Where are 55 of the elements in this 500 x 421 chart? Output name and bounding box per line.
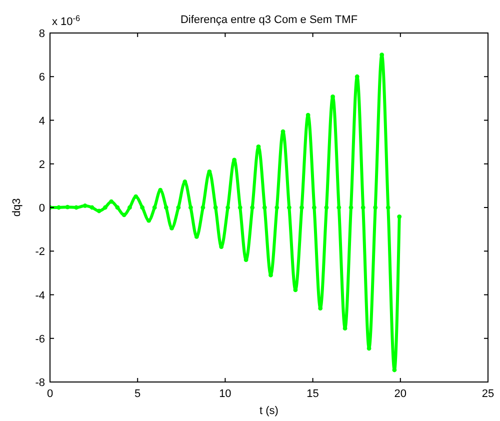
y-axis-title: dq3 — [11, 198, 23, 217]
y-tick-label: 0 — [38, 202, 45, 214]
point — [238, 205, 242, 210]
x-axis-title: t (s) — [260, 405, 278, 417]
point — [300, 205, 304, 210]
point — [122, 212, 126, 218]
point — [140, 205, 145, 210]
point — [109, 199, 114, 204]
point — [128, 205, 132, 210]
chart-title: Diferença entre q3 Com e Sem TMF — [180, 14, 358, 26]
y-tick-label: -6 — [35, 333, 45, 346]
point — [188, 205, 193, 210]
point — [164, 205, 168, 210]
y-tick-label: 8 — [38, 28, 45, 40]
y-tick-label: 4 — [38, 115, 45, 128]
point — [176, 205, 181, 210]
x-tick-label: 0 — [46, 388, 54, 400]
y-tick-label: 2 — [38, 158, 45, 171]
text: x 10$^{-6}$ — [52, 14, 81, 28]
point — [158, 188, 163, 192]
point — [65, 204, 70, 210]
x-tick-label: 25 — [482, 388, 494, 400]
x-tick-label: 5 — [134, 388, 141, 400]
point — [200, 205, 206, 210]
point — [274, 205, 280, 210]
y-tick-label: -4 — [35, 290, 45, 302]
point — [134, 194, 138, 199]
point — [226, 205, 230, 210]
point — [336, 205, 342, 210]
point — [56, 205, 61, 210]
point — [152, 205, 157, 210]
point — [213, 205, 218, 210]
point — [82, 204, 88, 208]
point — [115, 205, 120, 210]
y-tick-label: -8 — [35, 377, 45, 389]
point — [348, 205, 354, 210]
point — [397, 214, 402, 219]
point — [262, 205, 267, 210]
point — [74, 205, 78, 210]
point — [360, 205, 366, 210]
point — [102, 205, 108, 210]
y-tick-label: -2 — [35, 246, 45, 258]
point — [373, 205, 378, 210]
point — [96, 208, 102, 214]
point — [286, 205, 292, 210]
point — [312, 205, 316, 210]
y-tick-label: 6 — [38, 72, 45, 84]
point — [90, 205, 94, 210]
point — [146, 218, 152, 223]
x-tick-label: 10 — [219, 388, 232, 400]
x-tick-label: 15 — [306, 388, 319, 400]
point — [250, 205, 255, 210]
point — [324, 205, 329, 210]
x-tick-label: 20 — [394, 388, 407, 400]
point — [386, 205, 390, 210]
